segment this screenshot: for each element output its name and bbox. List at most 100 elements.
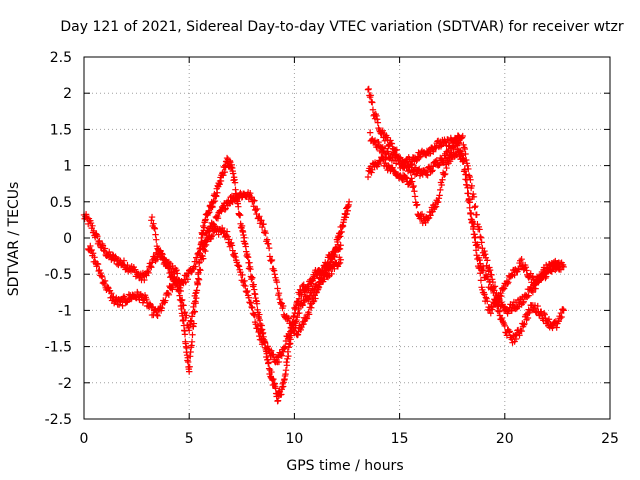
data-point xyxy=(208,233,215,240)
data-point xyxy=(303,315,311,322)
data-point xyxy=(486,307,493,314)
data-point xyxy=(465,190,472,197)
data-point xyxy=(473,252,480,259)
data-point xyxy=(282,367,290,374)
data-point xyxy=(485,268,492,275)
x-tick-label: 15 xyxy=(391,431,409,447)
data-point xyxy=(445,143,452,150)
data-point xyxy=(388,140,396,147)
data-point xyxy=(456,140,463,147)
data-point xyxy=(187,317,194,324)
data-point xyxy=(265,240,272,248)
data-point xyxy=(262,229,269,237)
data-point xyxy=(175,277,182,284)
data-point xyxy=(470,231,478,238)
data-point xyxy=(466,173,473,181)
data-point xyxy=(188,268,195,276)
data-point xyxy=(141,276,148,284)
data-point xyxy=(241,277,248,284)
data-point xyxy=(276,296,283,303)
data-point xyxy=(201,243,208,250)
data-point xyxy=(554,260,562,267)
data-point xyxy=(249,304,256,312)
data-point xyxy=(96,266,103,274)
data-point xyxy=(150,224,158,231)
data-point xyxy=(213,193,220,200)
data-point xyxy=(305,311,313,318)
data-point xyxy=(256,213,263,220)
data-point xyxy=(390,150,397,157)
data-point xyxy=(477,277,485,284)
data-point xyxy=(229,170,237,177)
data-point xyxy=(192,263,199,270)
data-point xyxy=(248,194,255,201)
data-point xyxy=(286,328,294,335)
data-point xyxy=(115,256,123,264)
data-point xyxy=(253,300,261,307)
data-point xyxy=(486,266,494,274)
data-point xyxy=(295,305,302,313)
data-point xyxy=(261,338,268,346)
data-point xyxy=(180,302,187,309)
data-point xyxy=(243,288,250,296)
data-point xyxy=(244,287,251,295)
data-point xyxy=(161,256,168,263)
data-point xyxy=(228,242,236,249)
data-point xyxy=(157,304,164,311)
data-point xyxy=(194,250,201,258)
data-point xyxy=(411,171,419,178)
data-point xyxy=(381,145,389,152)
data-point xyxy=(464,184,471,191)
data-point xyxy=(225,236,233,243)
data-point xyxy=(446,158,454,165)
data-point xyxy=(394,153,401,161)
data-point xyxy=(108,290,115,297)
data-point xyxy=(169,286,176,293)
data-point xyxy=(242,282,249,290)
data-point xyxy=(545,316,553,323)
data-point xyxy=(461,166,469,173)
data-point xyxy=(284,335,292,343)
data-point xyxy=(153,311,161,319)
data-point xyxy=(293,316,300,324)
data-point xyxy=(516,332,523,339)
y-tick-label: 2.5 xyxy=(50,50,72,66)
data-point xyxy=(469,219,476,227)
y-tick-label: 1.5 xyxy=(50,122,72,138)
data-point xyxy=(256,332,263,340)
data-point xyxy=(471,234,478,241)
data-point xyxy=(435,195,443,202)
data-point xyxy=(481,251,489,258)
data-point xyxy=(406,179,413,187)
data-point xyxy=(274,285,281,292)
data-point xyxy=(122,264,130,272)
data-point xyxy=(519,299,527,307)
data-point xyxy=(188,318,195,325)
data-point xyxy=(521,320,528,328)
data-point xyxy=(505,279,512,286)
data-point xyxy=(148,213,156,221)
data-point xyxy=(369,99,376,106)
data-point xyxy=(87,242,94,250)
data-point xyxy=(476,226,483,233)
data-point xyxy=(231,179,239,186)
data-point xyxy=(285,352,292,360)
data-point xyxy=(265,244,273,252)
data-point xyxy=(548,268,555,275)
data-point xyxy=(239,271,246,279)
data-point xyxy=(337,233,344,240)
data-point xyxy=(266,253,274,260)
data-point xyxy=(481,247,488,255)
data-point xyxy=(164,290,172,297)
data-point xyxy=(336,259,344,267)
data-point xyxy=(512,335,520,343)
data-point xyxy=(434,198,442,206)
data-point xyxy=(261,229,268,236)
data-point xyxy=(490,289,497,297)
data-point xyxy=(252,206,260,214)
data-point xyxy=(438,155,445,163)
data-point xyxy=(178,296,186,304)
data-point xyxy=(466,204,473,212)
data-point xyxy=(557,314,564,322)
data-point xyxy=(152,231,159,238)
